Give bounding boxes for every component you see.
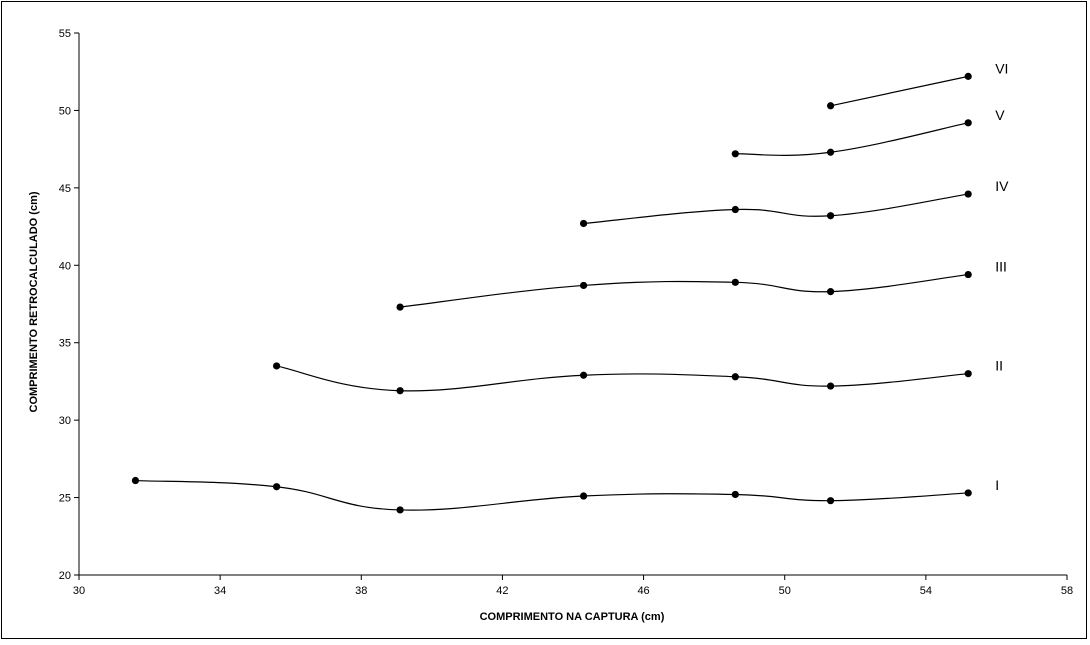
data-point [964, 72, 972, 80]
data-point [826, 148, 835, 156]
series-v: V [731, 107, 1005, 158]
series-label: VI [995, 60, 1008, 76]
series-label: III [995, 259, 1007, 275]
x-tick-label: 30 [73, 585, 85, 597]
series-line [276, 365, 969, 392]
y-tick-label: 35 [59, 338, 71, 350]
series-vi: VI [826, 60, 1008, 110]
y-tick-label: 40 [59, 260, 71, 272]
data-point [964, 119, 972, 127]
data-point [396, 303, 404, 311]
y-tick-label: 30 [59, 415, 71, 427]
data-point [826, 288, 835, 296]
series-label: II [995, 358, 1003, 374]
data-point [579, 371, 588, 379]
data-point [579, 219, 588, 228]
data-point [964, 270, 972, 279]
data-point [826, 497, 835, 505]
series-label: IV [995, 178, 1009, 194]
data-point [579, 281, 588, 290]
data-point [731, 278, 739, 286]
data-point [964, 370, 972, 378]
series-line [135, 479, 969, 511]
y-tick-label: 45 [59, 183, 71, 195]
x-tick-label: 46 [637, 585, 649, 597]
y-axis-label: COMPRIMENTO RETROCALCULADO (cm) [28, 191, 40, 412]
series-ii: II [273, 358, 1003, 395]
x-tick-label: 54 [920, 585, 932, 597]
series-iii: III [396, 259, 1007, 311]
data-point [731, 373, 739, 381]
y-tick-label: 50 [59, 105, 71, 117]
data-point [731, 490, 739, 499]
data-point [964, 489, 972, 497]
data-point [273, 362, 281, 370]
data-point [826, 382, 835, 390]
x-tick-label: 34 [214, 585, 226, 597]
axes: 30 34 38 42 46 50 54 58 20 25 30 35 40 45 50 55 [59, 28, 1073, 597]
data-point [826, 102, 835, 110]
x-tick-label: 58 [1061, 585, 1073, 597]
series-line [583, 193, 969, 225]
x-tick-label: 42 [496, 585, 508, 597]
series-iv: IV [579, 178, 1009, 228]
data-point [826, 212, 835, 220]
y-tick-label: 55 [59, 28, 71, 40]
series-label: V [995, 107, 1005, 123]
series-line [830, 75, 969, 107]
data-point [396, 506, 404, 514]
data-point [731, 150, 739, 158]
x-tick-label: 50 [779, 585, 791, 597]
series-line [400, 273, 969, 308]
data-point [131, 476, 140, 485]
data-point [579, 492, 588, 500]
x-tick-label: 38 [355, 585, 367, 597]
series-line [735, 122, 969, 156]
data-point [731, 205, 739, 214]
x-axis-label: COMPRIMENTO NA CAPTURA (cm) [480, 611, 665, 623]
series-i: I [131, 476, 999, 514]
data-point [396, 387, 404, 395]
y-tick-label: 20 [59, 570, 71, 582]
data-point [273, 483, 281, 491]
data-point [964, 190, 972, 198]
series-label: I [995, 477, 999, 493]
y-tick-label: 25 [59, 493, 71, 505]
